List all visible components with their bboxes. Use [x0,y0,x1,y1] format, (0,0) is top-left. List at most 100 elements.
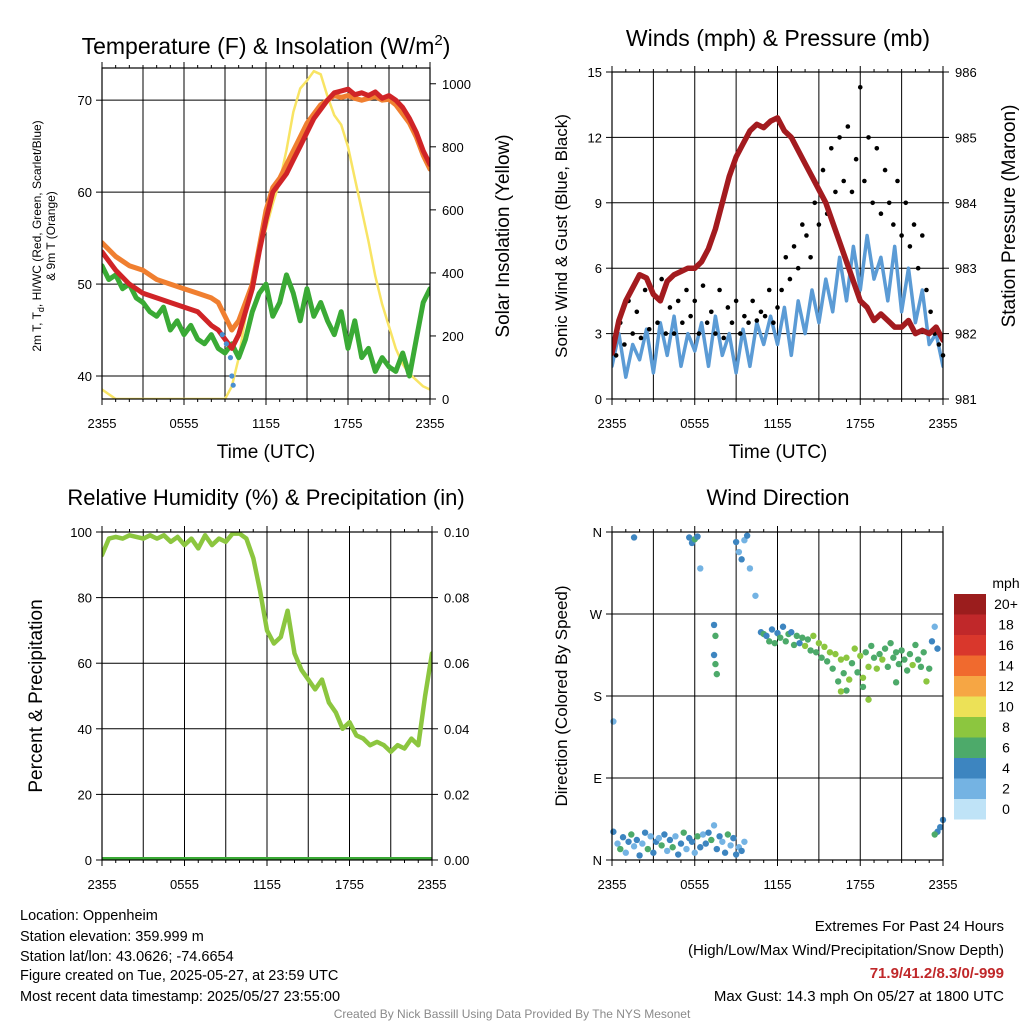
gust-point [746,320,751,326]
plot-border [101,67,431,400]
direction-point [892,649,900,656]
windchill-point [230,382,236,388]
x-tick-label: 2355 [929,877,958,892]
direction-point [708,836,715,844]
chart-title-humidity: Relative Humidity (%) & Precipitation (i… [67,485,464,510]
y2-tick-label: 984 [955,196,977,211]
direction-point [710,822,718,829]
direction-point [818,654,825,661]
temp-2m-line [102,86,430,351]
y2-axis-label-pressure: Station Pressure (Maroon) [999,105,1020,328]
direction-point [719,838,726,845]
direction-point [697,565,704,572]
gust-point [816,222,822,227]
direction-point [898,647,905,654]
y2-tick-label: 986 [955,65,977,80]
direction-point [937,824,944,831]
y-axis-label-humidity: Percent & Precipitation [26,599,47,792]
legend-swatch [954,737,986,758]
y2-tick-label: 0.00 [444,853,469,868]
gust-point [857,84,863,90]
gust-point [820,167,826,173]
direction-point [909,661,916,669]
direction-point [658,842,665,849]
chart-title-direction: Wind Direction [706,485,849,510]
direction-point [854,669,861,676]
direction-point [636,852,643,859]
y-tick-label: W [590,607,603,622]
y2-tick-label: 982 [955,327,977,342]
legend-swatch [954,717,986,738]
gust-point [754,318,760,323]
direction-point [887,639,894,647]
direction-point [906,650,914,658]
direction-point [630,843,638,850]
gust-point [911,222,917,227]
gust-point [721,335,727,341]
direction-point [771,639,778,647]
direction-point [926,665,933,672]
y2-tick-label: 0.04 [444,722,469,737]
direction-point [868,642,875,650]
direction-point [663,847,671,855]
direction-point [691,849,698,856]
direction-point [920,649,927,656]
x-tick-label: 1755 [846,877,875,892]
sonic-wind-line [612,233,943,379]
x-tick-label: 1755 [846,416,875,431]
direction-point [931,831,938,838]
gust-point [704,320,710,326]
station-pressure-line [612,115,943,356]
gust-point [779,287,784,293]
gust-point [841,178,846,184]
y2-tick-label: 983 [955,261,977,276]
direction-point [807,647,814,654]
extremes-description: (High/Low/Max Wind/Precipitation/Snow De… [688,942,1004,959]
legend-label: 18 [998,617,1014,633]
gust-point [667,305,673,310]
direction-point [779,623,787,630]
x-tick-label: 1155 [764,877,792,892]
direction-point [677,840,685,847]
direction-point [777,634,784,641]
direction-point [843,687,850,694]
gust-point [920,233,925,238]
direction-point [782,638,789,645]
gust-point [733,298,739,304]
direction-point [666,836,674,844]
legend-swatch [954,696,986,717]
y2-axis-label: Solar Insolation (Yellow) [493,134,514,337]
gust-point [684,287,689,293]
y2-tick-label: 600 [442,203,464,218]
gust-point [775,305,780,310]
gust-point [613,353,619,358]
gust-point [886,200,892,206]
y-tick-label: 40 [78,722,92,737]
chart-title-winds: Winds (mph) & Pressure (mb) [626,25,930,51]
direction-point [702,840,709,847]
x-tick-label: 1155 [252,416,280,431]
x-axis-label: Time (UTC) [217,442,316,463]
gust-point [630,331,635,336]
direction-point [768,626,776,633]
y-tick-label: E [593,771,602,786]
legend-label: 0 [1002,801,1010,817]
gust-point [928,309,933,315]
direction-point [876,650,883,658]
direction-point [837,688,845,695]
direction-point [699,831,707,838]
direction-point [821,643,828,650]
gust-point [659,276,664,282]
gust-point [795,265,801,271]
legend-label: 14 [998,658,1014,674]
direction-point [843,654,850,661]
gust-point [899,233,904,238]
direction-point [724,831,732,838]
gust-point [783,254,789,260]
direction-point [834,678,842,685]
direction-point [672,833,679,840]
direction-point [610,828,617,835]
direction-point [766,638,773,645]
direction-point [848,660,856,667]
direction-point [895,660,903,668]
